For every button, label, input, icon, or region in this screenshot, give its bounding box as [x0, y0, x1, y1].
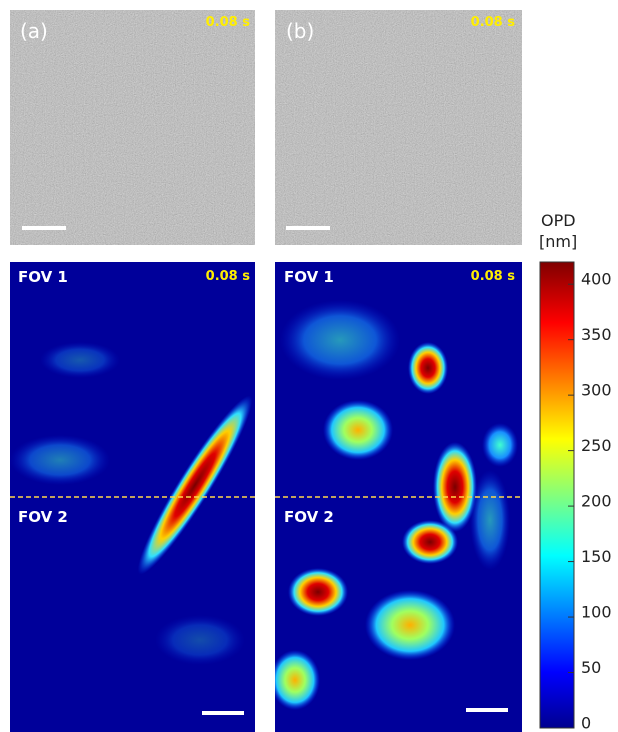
- tick-label: 350: [581, 325, 612, 344]
- tick-label: 200: [581, 492, 612, 511]
- tick-label: 150: [581, 547, 612, 566]
- colorbar: [540, 262, 574, 728]
- timestamp: 0.08 s: [471, 15, 516, 30]
- figure: (a) 0.08 s (b) 0.08 s FOV 1 0.08 s FOV 2…: [0, 0, 618, 732]
- timestamp: 0.08 s: [206, 15, 251, 30]
- colorbar-title: OPD: [541, 211, 576, 230]
- timestamp: 0.08 s: [206, 269, 251, 284]
- tick-label: 250: [581, 436, 612, 455]
- fov-label: FOV 1: [284, 268, 334, 286]
- fov-label: FOV 2: [284, 508, 334, 526]
- tick-label: 0: [581, 714, 591, 732]
- micrograph: [275, 10, 522, 245]
- fov-label: FOV 2: [18, 508, 68, 526]
- scale-bar: [202, 711, 244, 715]
- tick-label: 400: [581, 270, 612, 289]
- panel-label: (b): [286, 19, 314, 43]
- tick-label: 50: [581, 658, 601, 677]
- fov-label: FOV 1: [18, 268, 68, 286]
- timestamp: 0.08 s: [471, 269, 516, 284]
- scale-bar: [22, 226, 66, 230]
- panel-label: (a): [20, 19, 48, 43]
- scale-bar: [286, 226, 330, 230]
- colorbar-unit: [nm]: [539, 232, 577, 251]
- micrograph: [10, 10, 255, 245]
- scale-bar: [466, 708, 508, 712]
- tick-label: 300: [581, 381, 612, 400]
- tick-label: 100: [581, 603, 612, 622]
- colorbar-ticks: 0 50 100 150 200 250 300 350 400: [568, 270, 612, 732]
